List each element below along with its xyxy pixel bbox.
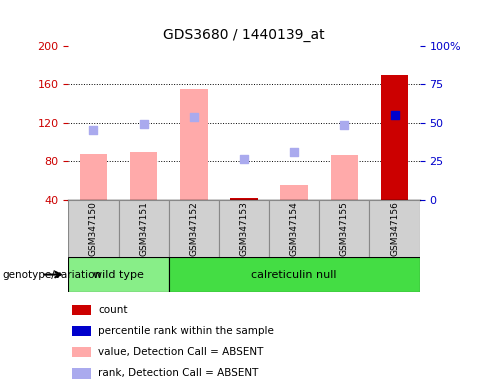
Bar bbox=[169, 200, 219, 257]
Bar bbox=[72, 326, 91, 336]
Bar bbox=[330, 155, 358, 200]
Bar bbox=[281, 185, 308, 200]
Bar bbox=[119, 200, 169, 257]
Title: GDS3680 / 1440139_at: GDS3680 / 1440139_at bbox=[163, 28, 325, 42]
Text: GSM347152: GSM347152 bbox=[189, 201, 198, 256]
Text: value, Detection Call = ABSENT: value, Detection Call = ABSENT bbox=[98, 347, 264, 358]
Text: GSM347154: GSM347154 bbox=[290, 201, 299, 256]
Bar bbox=[68, 257, 169, 292]
Point bbox=[240, 156, 248, 162]
Text: GSM347155: GSM347155 bbox=[340, 201, 349, 256]
Bar bbox=[369, 200, 420, 257]
Bar bbox=[72, 347, 91, 358]
Text: wild type: wild type bbox=[93, 270, 144, 280]
Text: genotype/variation: genotype/variation bbox=[2, 270, 102, 280]
Bar bbox=[72, 368, 91, 379]
Point bbox=[140, 121, 147, 127]
Text: GSM347151: GSM347151 bbox=[139, 201, 148, 256]
Text: rank, Detection Call = ABSENT: rank, Detection Call = ABSENT bbox=[98, 368, 259, 379]
Bar bbox=[230, 198, 258, 200]
Bar bbox=[319, 200, 369, 257]
Point bbox=[190, 114, 198, 120]
Bar bbox=[130, 152, 158, 200]
Text: GSM347153: GSM347153 bbox=[240, 201, 248, 256]
Point bbox=[290, 149, 298, 155]
Bar bbox=[269, 200, 319, 257]
Bar bbox=[381, 75, 408, 200]
Bar bbox=[180, 89, 207, 200]
Point bbox=[89, 127, 97, 133]
Point bbox=[391, 112, 399, 118]
Text: GSM347156: GSM347156 bbox=[390, 201, 399, 256]
Bar bbox=[80, 154, 107, 200]
Bar bbox=[72, 305, 91, 315]
Bar bbox=[68, 200, 119, 257]
Text: calreticulin null: calreticulin null bbox=[251, 270, 337, 280]
Text: GSM347150: GSM347150 bbox=[89, 201, 98, 256]
Bar bbox=[169, 257, 420, 292]
Bar bbox=[219, 200, 269, 257]
Text: count: count bbox=[98, 305, 128, 315]
Point bbox=[341, 122, 348, 128]
Text: percentile rank within the sample: percentile rank within the sample bbox=[98, 326, 274, 336]
